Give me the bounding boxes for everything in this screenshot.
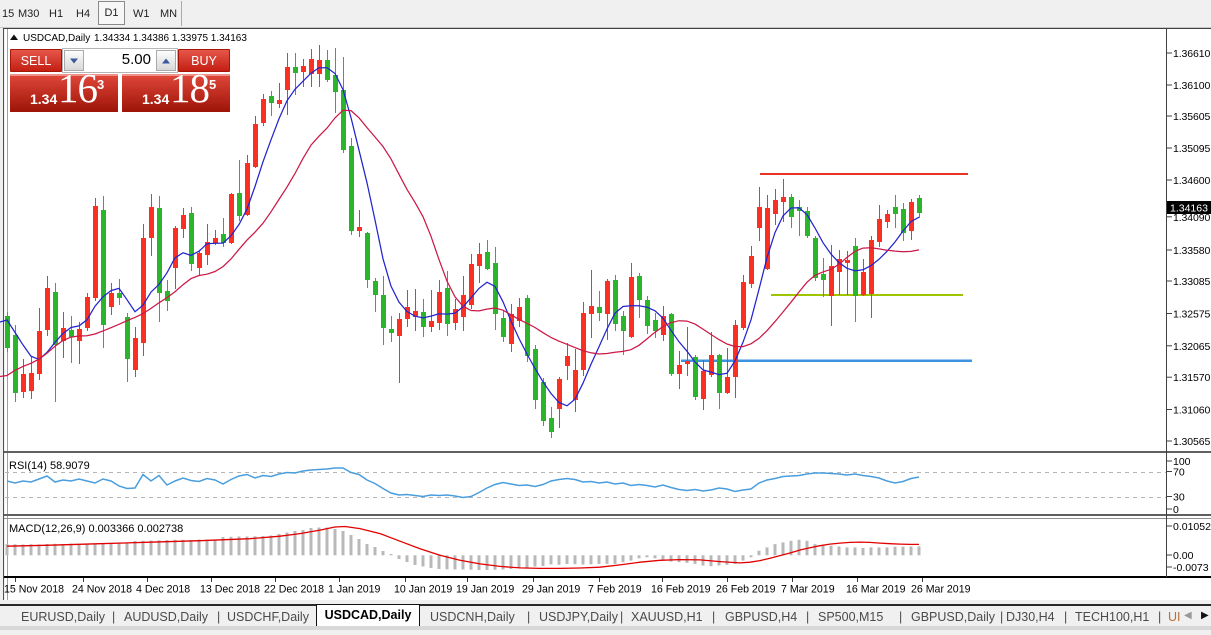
svg-text:RSI(14) 58.9079: RSI(14) 58.9079 xyxy=(9,460,90,472)
svg-text:10 Jan 2019: 10 Jan 2019 xyxy=(394,584,452,596)
svg-text:1.32575: 1.32575 xyxy=(1173,309,1211,321)
svg-text:1.30565: 1.30565 xyxy=(1173,436,1211,448)
svg-text:1.36610: 1.36610 xyxy=(1173,48,1211,60)
svg-text:22 Dec 2018: 22 Dec 2018 xyxy=(264,584,324,596)
svg-text:16 Mar 2019: 16 Mar 2019 xyxy=(846,584,906,596)
svg-text:100: 100 xyxy=(1173,456,1191,468)
svg-text:1.35095: 1.35095 xyxy=(1173,143,1211,155)
svg-text:1.34090: 1.34090 xyxy=(1173,212,1211,224)
svg-text:1.34600: 1.34600 xyxy=(1173,175,1211,187)
svg-text:MACD(12,26,9) 0.003366 0.00273: MACD(12,26,9) 0.003366 0.002738 xyxy=(9,523,183,535)
svg-text:1.32065: 1.32065 xyxy=(1173,341,1211,353)
svg-text:16 Feb 2019: 16 Feb 2019 xyxy=(651,584,711,596)
svg-text:0.010525: 0.010525 xyxy=(1173,521,1211,533)
svg-text:30: 30 xyxy=(1173,492,1185,504)
svg-text:0.00: 0.00 xyxy=(1173,550,1194,562)
svg-text:4 Dec 2018: 4 Dec 2018 xyxy=(136,584,190,596)
svg-text:70: 70 xyxy=(1173,467,1185,479)
svg-text:1.34163: 1.34163 xyxy=(1170,202,1208,214)
svg-text:-0.0073: -0.0073 xyxy=(1173,562,1209,574)
svg-text:7 Mar 2019: 7 Mar 2019 xyxy=(781,584,835,596)
svg-text:1.33085: 1.33085 xyxy=(1173,276,1211,288)
svg-text:1.31570: 1.31570 xyxy=(1173,372,1211,384)
svg-text:1.35605: 1.35605 xyxy=(1173,111,1211,123)
svg-text:1.31060: 1.31060 xyxy=(1173,405,1211,417)
svg-text:USDCAD,Daily: USDCAD,Daily xyxy=(23,33,90,44)
svg-text:26 Mar 2019: 26 Mar 2019 xyxy=(911,584,971,596)
svg-text:13 Dec 2018: 13 Dec 2018 xyxy=(200,584,260,596)
svg-text:15 Nov 2018: 15 Nov 2018 xyxy=(4,584,64,596)
svg-text:24 Nov 2018: 24 Nov 2018 xyxy=(72,584,132,596)
svg-text:1.36100: 1.36100 xyxy=(1173,80,1211,92)
svg-text:1 Jan 2019: 1 Jan 2019 xyxy=(328,584,381,596)
svg-text:29 Jan 2019: 29 Jan 2019 xyxy=(522,584,580,596)
svg-text:26 Feb 2019: 26 Feb 2019 xyxy=(716,584,776,596)
svg-text:19 Jan 2019: 19 Jan 2019 xyxy=(456,584,514,596)
svg-text:1.33580: 1.33580 xyxy=(1173,245,1211,257)
svg-text:1.34334 1.34386 1.33975 1.3416: 1.34334 1.34386 1.33975 1.34163 xyxy=(94,33,247,44)
svg-text:7 Feb 2019: 7 Feb 2019 xyxy=(588,584,642,596)
svg-text:0: 0 xyxy=(1173,504,1179,516)
